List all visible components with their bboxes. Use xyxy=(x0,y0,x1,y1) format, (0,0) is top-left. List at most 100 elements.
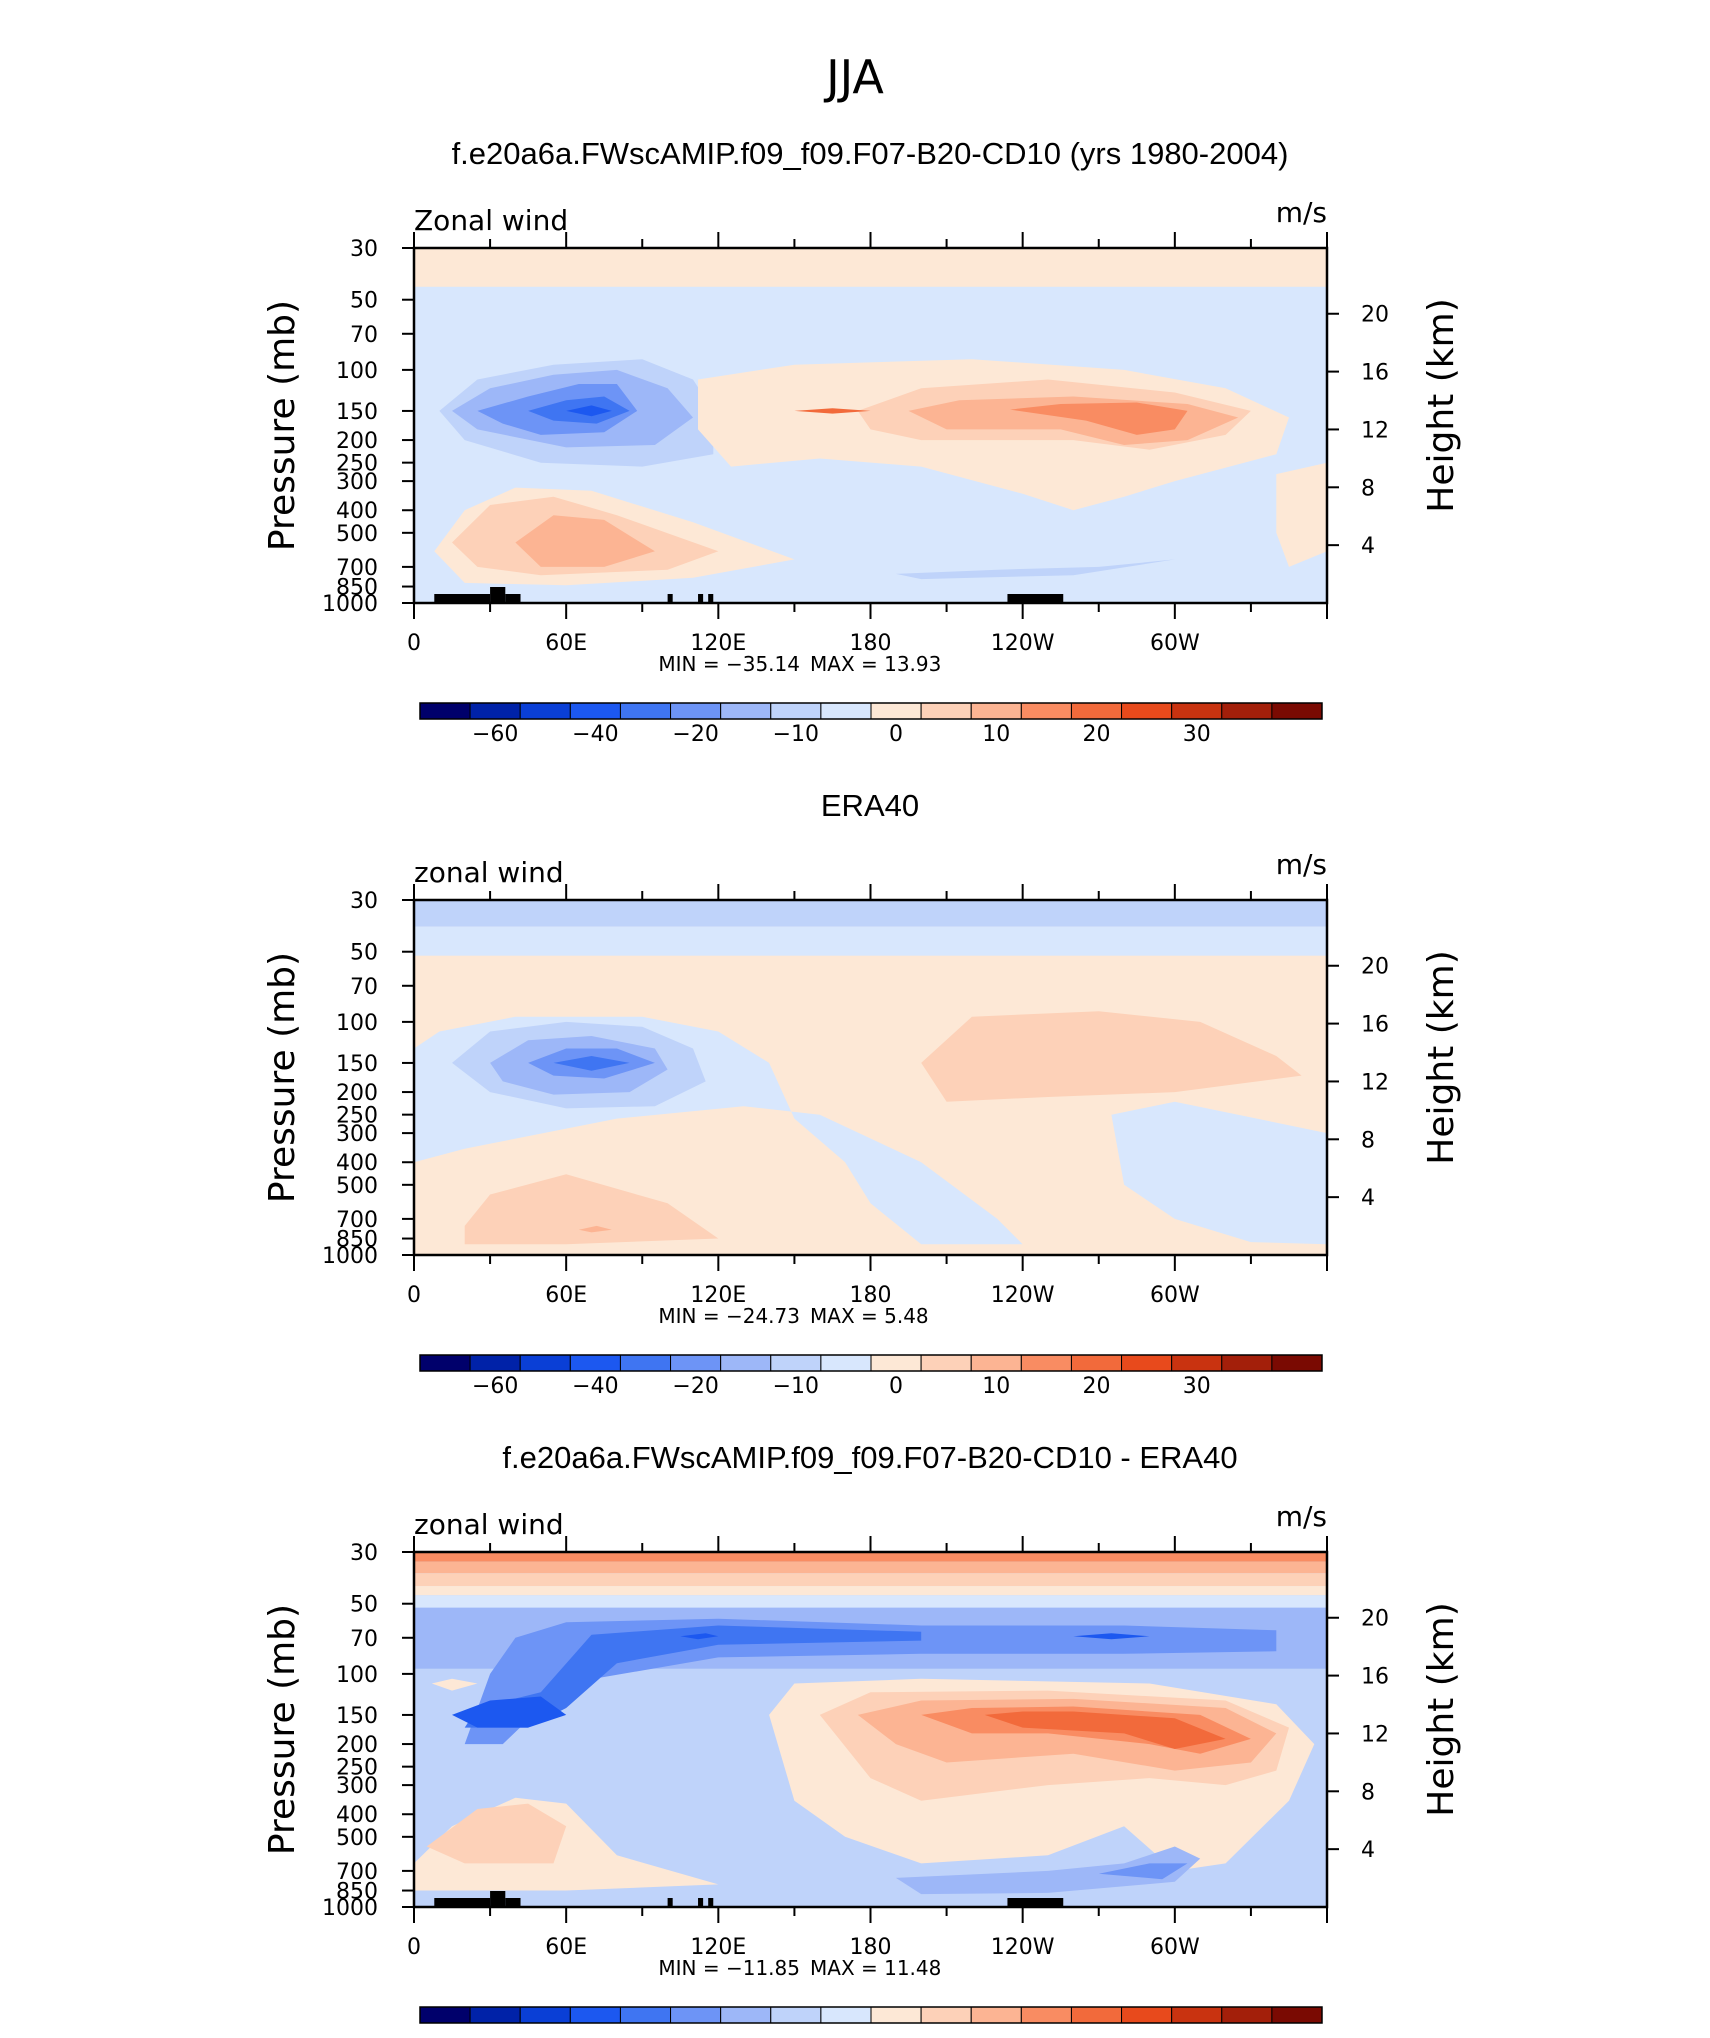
min-label: MIN = −35.14 xyxy=(658,652,800,676)
colorbar-label: 10 xyxy=(982,722,1010,747)
topography-mask xyxy=(434,1898,491,1907)
topography-mask xyxy=(505,594,521,603)
contour-negative-9 xyxy=(464,1625,922,1728)
colorbar-label: −40 xyxy=(572,722,618,747)
colorbar-swatch xyxy=(820,1354,872,1372)
colorbar-label: 30 xyxy=(1183,722,1211,747)
colorbar-swatch xyxy=(1121,2006,1173,2024)
stratospheric-band-12 xyxy=(414,1552,1327,1562)
colorbar-swatch xyxy=(469,702,521,720)
contour-field xyxy=(414,900,1327,1255)
colorbar-swatch xyxy=(619,2006,672,2024)
contour-positive-low-10 xyxy=(515,515,655,567)
y-tick-label: 50 xyxy=(350,1593,378,1618)
y-right-tick-label: 4 xyxy=(1361,534,1375,559)
colorbar-label: 15 xyxy=(1133,2036,1161,2038)
x-tick-label: 0 xyxy=(407,631,421,656)
colorbar-label: 20 xyxy=(1083,722,1111,747)
colorbar-swatch xyxy=(569,702,621,720)
colorbar-swatch xyxy=(920,702,972,720)
colorbar-swatch xyxy=(1271,1354,1323,1372)
colorbar-swatch xyxy=(920,1354,972,1372)
colorbar-swatch xyxy=(1221,2006,1273,2024)
max-label: MAX = 13.93 xyxy=(810,652,941,676)
y-tick-label: 500 xyxy=(336,1826,378,1851)
y-tick-label: 500 xyxy=(336,1174,378,1199)
y-right-tick-label: 12 xyxy=(1361,1722,1389,1747)
contour-positive-low-5 xyxy=(464,1174,719,1245)
y-tick-label: 30 xyxy=(350,889,378,914)
colorbar-label: −3 xyxy=(730,2036,762,2038)
colorbar-frame xyxy=(419,702,1323,720)
panel-2: 0 60E 120E 180 120W 60W3050701001502002503004… xyxy=(262,788,1462,1399)
colorbar-swatch xyxy=(1171,1354,1223,1372)
colorbar-label: −1 xyxy=(780,2036,812,2038)
panel-title: f.e20a6a.FWscAMIP.f09_f09.F07-B20-CD10 (… xyxy=(452,136,1289,171)
colorbar-swatch xyxy=(1070,1354,1123,1372)
colorbar-swatch xyxy=(1070,2006,1123,2024)
colorbar-swatch xyxy=(1121,702,1173,720)
contour-positive-low-10 xyxy=(578,1225,612,1233)
max-label: MAX = 11.48 xyxy=(810,1956,941,1980)
x-tick-label: 180 xyxy=(850,1283,892,1308)
y-tick-label: 850 xyxy=(336,1228,378,1253)
colorbar-swatch xyxy=(1020,1354,1072,1372)
y-right-tick-label: 20 xyxy=(1361,1607,1389,1632)
colorbar-swatch xyxy=(519,1354,571,1372)
colorbar-swatch xyxy=(1271,2006,1323,2024)
stratospheric-band xyxy=(414,926,1327,956)
y-right-tick-label: 16 xyxy=(1361,361,1389,386)
x-tick-label: 180 xyxy=(850,1935,892,1960)
y-tick-label: 70 xyxy=(350,1627,378,1652)
colorbar-swatch xyxy=(569,1354,621,1372)
variable-label: zonal wind xyxy=(414,1508,564,1541)
contour-negative-20 xyxy=(553,1056,630,1071)
topography-mask xyxy=(505,1898,521,1907)
y-tick-label: 250 xyxy=(336,1104,378,1129)
stratospheric-band xyxy=(414,248,1327,287)
contour-positive-13 xyxy=(794,408,871,414)
x-tick-label: 60E xyxy=(545,1935,587,1960)
y-tick-label: 250 xyxy=(336,452,378,477)
colorbar-label: 6 xyxy=(989,2036,1003,2038)
y-tick-label: 30 xyxy=(350,237,378,262)
y-axis-title: Pressure (mb) xyxy=(262,300,303,551)
colorbar-swatch xyxy=(1221,702,1273,720)
y-right-tick-label: 8 xyxy=(1361,1128,1375,1153)
x-tick-label: 60E xyxy=(545,631,587,656)
x-tick-label: 60E xyxy=(545,1283,587,1308)
colorbar-swatch xyxy=(569,2006,621,2024)
colorbar-swatch xyxy=(519,702,571,720)
colorbar-label: 12 xyxy=(1083,2036,1111,2038)
y-right-tick-label: 16 xyxy=(1361,1665,1389,1690)
colorbar-swatch xyxy=(970,1354,1022,1372)
contour-negative-11b xyxy=(680,1633,719,1640)
colorbar-swatch xyxy=(920,2006,972,2024)
colorbar-label: −10 xyxy=(773,1374,819,1399)
y-tick-label: 700 xyxy=(336,1860,378,1885)
x-tick-label: 120W xyxy=(991,631,1055,656)
y-tick-label: 200 xyxy=(336,1733,378,1758)
y-right-tick-label: 16 xyxy=(1361,1013,1389,1038)
topography-mask xyxy=(1007,1898,1064,1907)
colorbar-swatch xyxy=(970,2006,1022,2024)
x-tick-label: 0 xyxy=(407,1283,421,1308)
colorbar-swatch xyxy=(770,1354,822,1372)
colorbar-swatch xyxy=(670,1354,722,1372)
contour-negative-low xyxy=(895,544,1188,580)
colorbar-swatch xyxy=(1221,1354,1273,1372)
colorbar-swatch xyxy=(820,702,872,720)
colorbar-swatch xyxy=(1271,702,1323,720)
y-axis-title: Pressure (mb) xyxy=(262,1604,303,1855)
colorbar-swatch xyxy=(870,2006,922,2024)
y-tick-label: 500 xyxy=(336,522,378,547)
y-tick-label: 70 xyxy=(350,975,378,1000)
y-right-tick-label: 20 xyxy=(1361,955,1389,980)
y-tick-label: 400 xyxy=(336,1803,378,1828)
y-tick-label: 850 xyxy=(336,1880,378,1905)
colorbar-label: 30 xyxy=(1183,1374,1211,1399)
y-tick-label: 700 xyxy=(336,556,378,581)
colorbar-swatch xyxy=(720,702,772,720)
colorbar-label: 0 xyxy=(889,1374,903,1399)
contour-negative-low-6 xyxy=(895,1846,1201,1895)
